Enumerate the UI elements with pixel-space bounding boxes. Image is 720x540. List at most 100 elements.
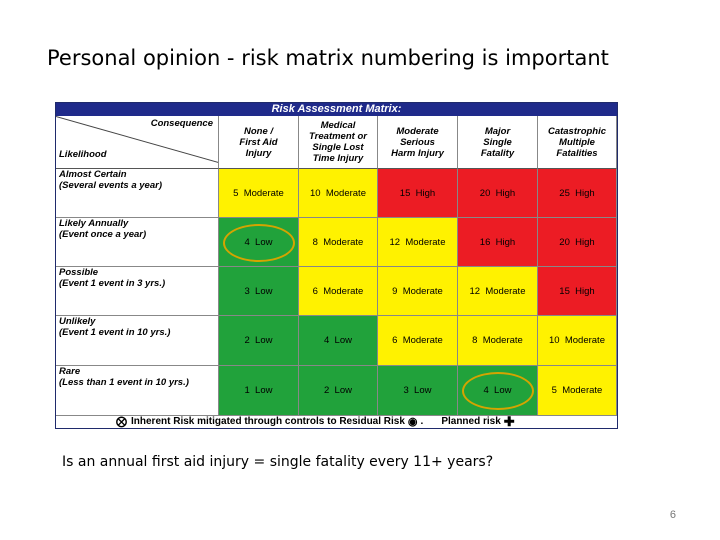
slide-title: Personal opinion - risk matrix numbering…: [47, 46, 609, 70]
consequence-axis-label: Consequence: [150, 118, 213, 129]
risk-score: 8 Moderate: [472, 335, 523, 346]
risk-score: 20 High: [479, 187, 516, 199]
risk-cell: 20 High: [538, 218, 617, 267]
likelihood-name: Rare: [59, 366, 81, 377]
risk-cell: 16 High: [458, 218, 538, 267]
risk-cell: 10 Moderate: [538, 316, 617, 366]
likelihood-frequency: (Several events a year): [59, 180, 162, 191]
consequence-header-line: Fatality: [480, 147, 515, 159]
slide-question: Is an annual first aid injury = single f…: [62, 454, 494, 470]
likelihood-row-label: Possible (Event 1 event in 3 yrs.): [56, 267, 219, 316]
risk-cell: 6 Moderate: [299, 267, 378, 316]
risk-score: 9 Moderate: [392, 285, 443, 297]
matrix-title: Risk Assessment Matrix:: [56, 103, 617, 116]
risk-score: 16 High: [479, 236, 516, 248]
risk-cell: 25 High: [538, 169, 617, 218]
consequence-header-line: First Aid: [239, 136, 278, 148]
likelihood-name: Unlikely: [59, 316, 96, 327]
likelihood-row-label: Almost Certain (Several events a year): [56, 169, 219, 218]
risk-score: 6 Moderate: [312, 285, 364, 297]
circle-dot-icon: ◉: [407, 416, 418, 428]
risk-score: 3 Low: [403, 385, 432, 396]
risk-cell: 15 High: [378, 169, 458, 218]
likelihood-frequency: (Less than 1 event in 10 yrs.): [59, 377, 189, 388]
risk-score: 4 Low: [244, 236, 273, 248]
plus-icon: ✚: [503, 413, 515, 429]
risk-score: 6 Moderate: [392, 335, 443, 346]
consequence-header-line: None /: [243, 125, 274, 137]
consequence-header-line: Serious: [400, 136, 435, 148]
page-number: 6: [669, 509, 676, 521]
risk-cell: 6 Moderate: [378, 316, 458, 366]
risk-cell: 12 Moderate: [458, 267, 538, 316]
risk-cell: 4 Low: [299, 316, 378, 366]
consequence-header-4: Major Single Fatality: [458, 116, 538, 169]
consequence-header-line: Treatment or: [309, 131, 367, 142]
consequence-header-5: Catastrophic Multiple Fatalities: [538, 116, 617, 169]
risk-cell: 4 Low: [458, 366, 538, 416]
risk-score: 8 Moderate: [312, 236, 364, 248]
likelihood-name: Possible: [59, 267, 99, 278]
risk-matrix: Risk Assessment Matrix: Consequence Like…: [55, 102, 618, 429]
risk-score: 20 High: [559, 236, 595, 248]
likelihood-frequency: (Event 1 event in 3 yrs.): [59, 278, 166, 289]
legend-separator: .: [420, 416, 424, 427]
consequence-header-3: Moderate Serious Harm Injury: [378, 116, 458, 169]
risk-cell: 8 Moderate: [458, 316, 538, 366]
risk-score: 4 Low: [483, 385, 512, 396]
risk-cell: 9 Moderate: [378, 267, 458, 316]
consequence-header-line: Single: [483, 136, 512, 148]
risk-cell: 8 Moderate: [299, 218, 378, 267]
consequence-header-line: Harm Injury: [391, 147, 444, 159]
consequence-header-line: Single Lost: [312, 142, 364, 153]
risk-cell: 15 High: [538, 267, 617, 316]
risk-cell: 3 Low: [219, 267, 299, 316]
risk-cell: 5 Moderate: [219, 169, 299, 218]
consequence-header-2: Medical Treatment or Single Lost Time Injur…: [299, 116, 378, 169]
risk-cell: 2 Low: [219, 316, 299, 366]
consequence-header-line: Major: [484, 125, 511, 137]
risk-score: 1 Low: [244, 385, 273, 396]
risk-score: 15 High: [399, 187, 436, 199]
consequence-header-line: Catastrophic: [547, 125, 607, 137]
risk-cell: 10 Moderate: [299, 169, 378, 218]
risk-score: 3 Low: [244, 285, 273, 297]
matrix-legend: ⨂ Inherent Risk mitigated through contro…: [56, 413, 617, 429]
likelihood-name: Likely Annually: [59, 218, 129, 229]
consequence-header-1: None / First Aid Injury: [219, 116, 299, 169]
risk-score: 25 High: [559, 187, 595, 199]
risk-score: 4 Low: [324, 335, 352, 346]
consequence-header-line: Moderate: [396, 125, 439, 137]
likelihood-row-label: Likely Annually (Event once a year): [56, 218, 219, 267]
risk-score: 2 Low: [244, 335, 273, 346]
risk-score: 12 Moderate: [469, 285, 526, 297]
risk-cell: 12 Moderate: [378, 218, 458, 267]
consequence-header-line: Fatalities: [556, 147, 598, 159]
risk-score: 12 Moderate: [389, 236, 446, 248]
risk-score: 15 High: [559, 285, 595, 297]
risk-cell: 3 Low: [378, 366, 458, 416]
consequence-header-line: Injury: [245, 147, 272, 159]
risk-cell: 4 Low: [219, 218, 299, 267]
risk-score: 5 Moderate: [233, 187, 284, 199]
consequence-header-line: Medical: [320, 120, 356, 131]
likelihood-axis-label: Likelihood: [59, 149, 107, 160]
risk-cell: 20 High: [458, 169, 538, 218]
matrix-corner: Consequence Likelihood: [56, 116, 219, 169]
risk-score: 2 Low: [324, 385, 352, 396]
likelihood-name: Almost Certain: [59, 169, 127, 180]
risk-cell: 1 Low: [219, 366, 299, 416]
likelihood-frequency: (Event 1 event in 10 yrs.): [59, 327, 171, 338]
inherent-risk-legend: Inherent Risk mitigated through controls…: [131, 416, 405, 427]
consequence-header-line: Time Injury: [312, 153, 364, 164]
likelihood-row-label: Rare (Less than 1 event in 10 yrs.): [56, 366, 219, 416]
matrix-grid: Consequence Likelihood None / First Aid In…: [56, 116, 617, 416]
risk-score: 5 Moderate: [551, 385, 603, 396]
risk-cell: 5 Moderate: [538, 366, 617, 416]
likelihood-frequency: (Event once a year): [59, 229, 147, 240]
consequence-header-line: Multiple: [559, 136, 595, 148]
circle-x-icon: ⨂: [116, 416, 127, 428]
risk-cell: 2 Low: [299, 366, 378, 416]
risk-score: 10 Moderate: [549, 335, 605, 346]
likelihood-row-label: Unlikely (Event 1 event in 10 yrs.): [56, 316, 219, 366]
